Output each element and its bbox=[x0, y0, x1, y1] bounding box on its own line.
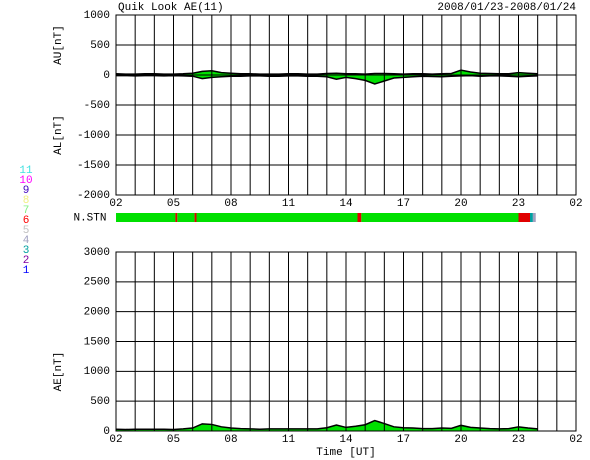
station-segment bbox=[530, 213, 533, 222]
y-tick-label: -2000 bbox=[77, 190, 110, 202]
legend-label: 11 bbox=[19, 165, 33, 177]
y-axis-label: AU[nT] bbox=[53, 25, 65, 65]
station-segment bbox=[196, 213, 358, 222]
y-tick-label: 2500 bbox=[84, 277, 110, 289]
legend-label: 5 bbox=[23, 225, 30, 237]
legend-label: 9 bbox=[23, 185, 30, 197]
station-label: N.STN bbox=[73, 212, 106, 224]
x-tick-label: 14 bbox=[339, 434, 353, 446]
x-tick-label: 23 bbox=[512, 434, 525, 446]
plot-frame bbox=[115, 251, 577, 432]
area-fill bbox=[116, 420, 538, 431]
x-axis-label: Time [UT] bbox=[316, 447, 375, 459]
station-segment bbox=[175, 213, 178, 222]
chart-subtitle: 2008/01/23-2008/01/24 bbox=[437, 2, 576, 14]
station-segment bbox=[532, 213, 536, 222]
x-tick-label: 23 bbox=[512, 198, 525, 210]
x-tick-label: 05 bbox=[167, 434, 180, 446]
legend-label: 10 bbox=[19, 175, 32, 187]
x-tick-label: 17 bbox=[397, 198, 410, 210]
y-tick-label: -500 bbox=[84, 100, 110, 112]
y-tick-label: 0 bbox=[103, 426, 110, 438]
series-line bbox=[115, 69, 538, 75]
legend-label: 3 bbox=[23, 245, 30, 257]
x-tick-label: 11 bbox=[282, 198, 296, 210]
x-tick-label: 08 bbox=[224, 198, 237, 210]
y-tick-label: -1000 bbox=[77, 130, 110, 142]
y-tick-label: 1500 bbox=[84, 336, 110, 348]
station-segment bbox=[177, 213, 195, 222]
station-segment bbox=[194, 213, 197, 222]
y-tick-label: 1000 bbox=[84, 10, 110, 22]
y-tick-label: 500 bbox=[90, 396, 110, 408]
y-tick-label: 2000 bbox=[84, 307, 110, 319]
chart-title: Quik Look AE(11) bbox=[118, 2, 224, 14]
y-tick-label: 1000 bbox=[84, 366, 110, 378]
x-tick-label: 20 bbox=[454, 198, 467, 210]
x-tick-label: 17 bbox=[397, 434, 410, 446]
area-fill bbox=[116, 70, 538, 75]
legend-label: 6 bbox=[23, 215, 30, 227]
station-segment bbox=[518, 213, 530, 222]
series-line bbox=[115, 419, 538, 431]
legend-label: 2 bbox=[23, 255, 30, 267]
x-tick-label: 02 bbox=[569, 434, 582, 446]
x-tick-label: 11 bbox=[282, 434, 296, 446]
x-tick-label: 08 bbox=[224, 434, 237, 446]
x-tick-label: 02 bbox=[109, 198, 122, 210]
legend-label: 4 bbox=[23, 235, 30, 247]
x-tick-label: 02 bbox=[109, 434, 122, 446]
legend-label: 7 bbox=[23, 205, 30, 217]
y-tick-label: 0 bbox=[103, 70, 110, 82]
station-segment bbox=[361, 213, 519, 222]
x-tick-label: 05 bbox=[167, 198, 180, 210]
y-axis-label: AE[nT] bbox=[53, 352, 65, 392]
series-line bbox=[116, 74, 538, 85]
y-tick-label: -1500 bbox=[77, 160, 110, 172]
y-axis-label: AL[nT] bbox=[53, 115, 65, 155]
y-tick-label: 500 bbox=[90, 40, 110, 52]
x-tick-label: 02 bbox=[569, 198, 582, 210]
x-tick-label: 14 bbox=[339, 198, 353, 210]
legend-label: 1 bbox=[23, 265, 30, 277]
legend-label: 8 bbox=[23, 195, 30, 207]
plot-frame bbox=[115, 14, 577, 196]
station-segment bbox=[116, 213, 176, 222]
station-segment bbox=[357, 213, 362, 222]
x-tick-label: 20 bbox=[454, 434, 467, 446]
y-tick-label: 3000 bbox=[84, 247, 110, 259]
